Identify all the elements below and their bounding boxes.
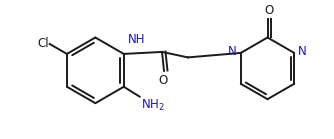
- Text: N: N: [228, 45, 237, 58]
- Text: NH: NH: [128, 33, 146, 46]
- Text: O: O: [265, 4, 274, 17]
- Text: Cl: Cl: [37, 38, 49, 50]
- Text: O: O: [158, 74, 168, 87]
- Text: N: N: [298, 45, 307, 58]
- Text: NH$_2$: NH$_2$: [141, 98, 165, 113]
